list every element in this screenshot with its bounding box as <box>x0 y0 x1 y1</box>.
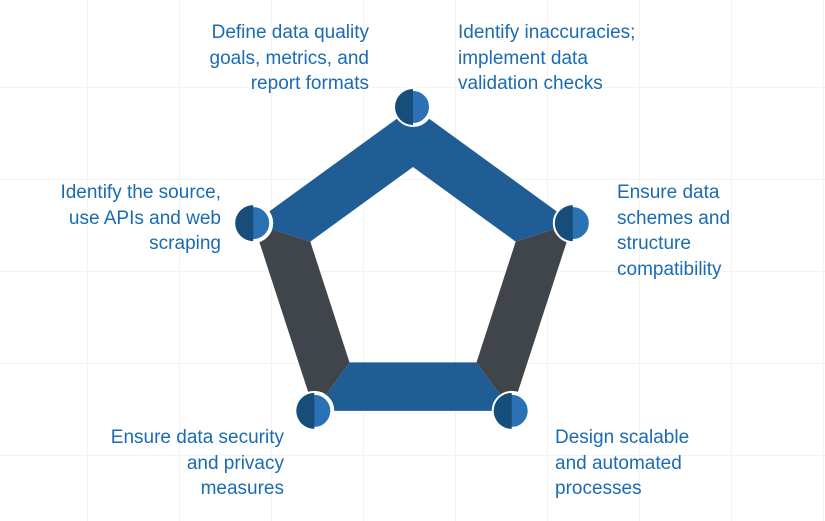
pentagon-node <box>494 393 530 429</box>
step-label: Ensure data security and privacy measure… <box>54 425 284 502</box>
pentagon-node <box>235 205 271 241</box>
step-label: Design scalable and automated processes <box>555 425 775 502</box>
pentagon-edge <box>253 223 349 411</box>
step-label: Ensure data schemes and structure compat… <box>617 180 817 283</box>
step-label: Identify the source, use APIs and web sc… <box>1 180 221 257</box>
pentagon-edge <box>413 107 573 242</box>
pentagon-node <box>555 205 591 241</box>
pentagon-node <box>395 89 431 125</box>
step-label: Identify inaccuracies; implement data va… <box>458 20 718 97</box>
step-label: Define data quality goals, metrics, and … <box>109 20 369 97</box>
pentagon-edge <box>253 107 413 242</box>
pentagon-edge <box>314 362 511 411</box>
pentagon-edge <box>477 223 573 411</box>
pentagon-node <box>296 393 332 429</box>
